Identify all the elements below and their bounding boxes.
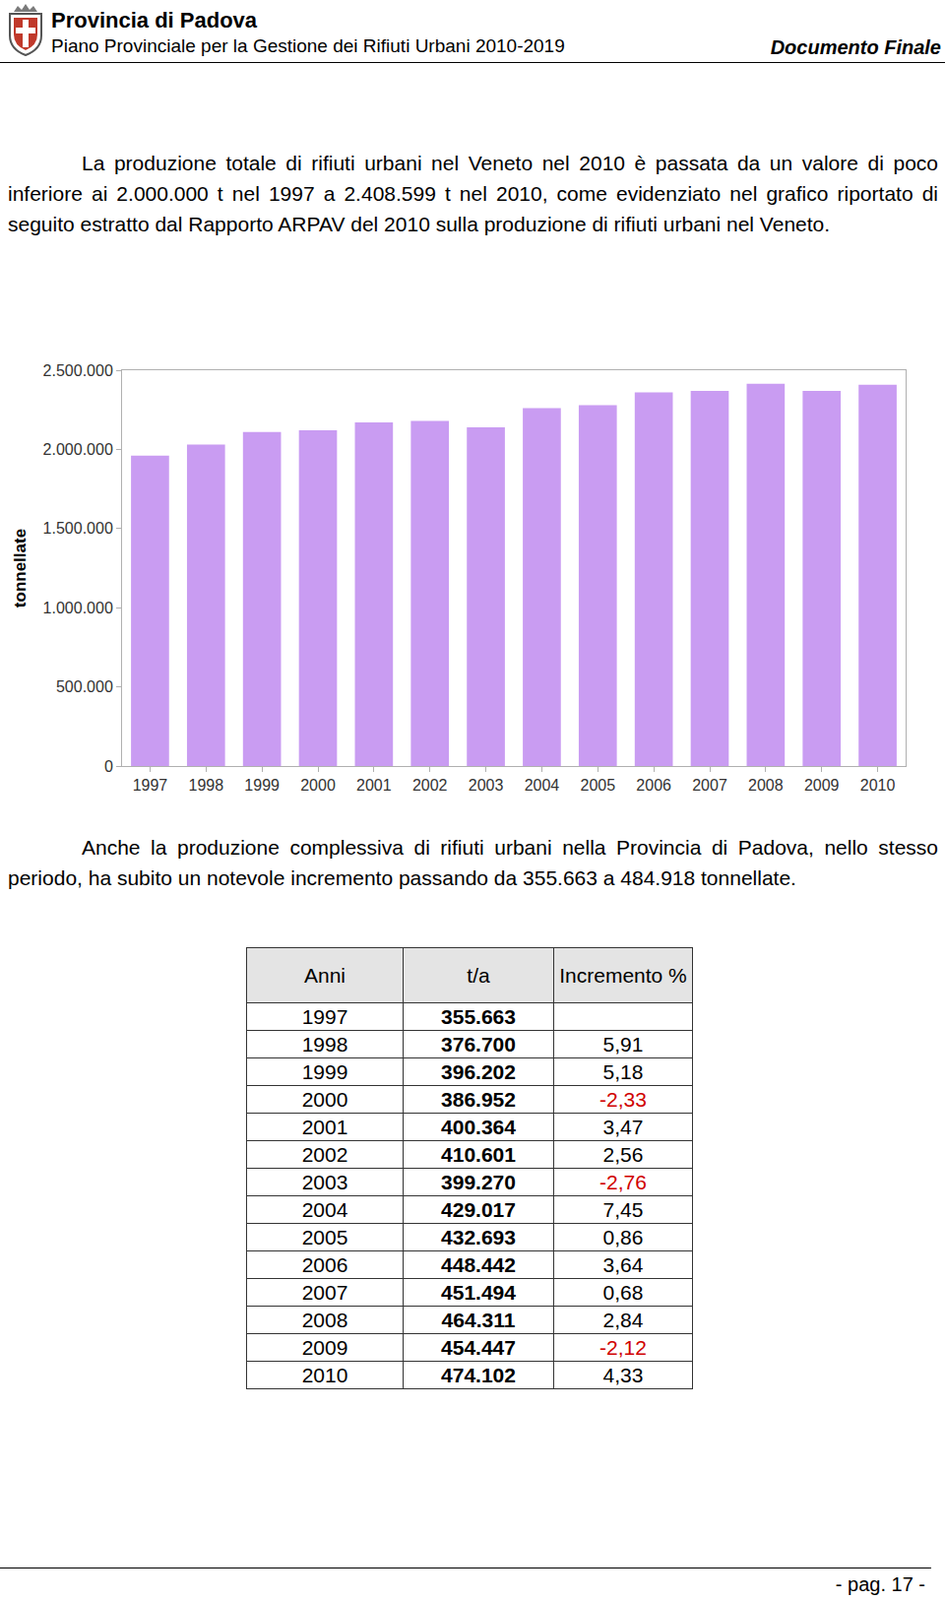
html-text:Documento Finale: Documento Finale: [770, 36, 942, 59]
html-text:1997: 1997: [301, 1004, 348, 1028]
html-text:- pag. 17 -: - pag. 17 -: [835, 1573, 926, 1595]
html-text:2002: 2002: [301, 1142, 348, 1166]
svg-text:2.000.000: 2.000.000: [43, 441, 114, 458]
svg-text:2003: 2003: [468, 776, 504, 794]
html-text:Provincia di Padova: Provincia di Padova: [51, 7, 258, 33]
html-text:429.017: 429.017: [441, 1197, 516, 1221]
svg-text:2.500.000: 2.500.000: [43, 362, 114, 379]
html-text:2000: 2000: [301, 1087, 348, 1110]
html-text:5,18: 5,18: [603, 1059, 644, 1083]
html-text:386.952: 386.952: [441, 1087, 516, 1110]
html-text:376.700: 376.700: [441, 1032, 516, 1055]
html-text:2,84: 2,84: [603, 1307, 644, 1331]
svg-text:2006: 2006: [635, 776, 672, 794]
html-text:2010: 2010: [301, 1362, 348, 1386]
svg-text:0: 0: [104, 757, 114, 775]
html-text:355.663: 355.663: [441, 1004, 516, 1028]
svg-text:tonnellate: tonnellate: [10, 528, 30, 608]
svg-text:2010: 2010: [860, 776, 896, 794]
html-text:t/a: t/a: [466, 963, 490, 986]
html-text:410.601: 410.601: [441, 1142, 516, 1166]
html-text:2006: 2006: [301, 1252, 348, 1276]
html-text:La produzione totale di rifiut: La produzione totale di rifiuti urbani n…: [7, 151, 939, 236]
svg-text:2001: 2001: [356, 776, 392, 794]
html-text:432.693: 432.693: [441, 1225, 516, 1248]
html-text:2,56: 2,56: [603, 1142, 644, 1166]
html-text:3,64: 3,64: [603, 1252, 644, 1276]
html-text:-2,76: -2,76: [599, 1169, 647, 1193]
html-text:2001: 2001: [301, 1114, 348, 1138]
html-text:448.442: 448.442: [441, 1252, 516, 1276]
html-text:-2,33: -2,33: [599, 1087, 647, 1110]
svg-text:2000: 2000: [300, 776, 336, 794]
html-text:5,91: 5,91: [603, 1032, 644, 1055]
html-text:0,68: 0,68: [603, 1280, 644, 1303]
html-text:1999: 1999: [301, 1059, 348, 1083]
svg-text:2007: 2007: [692, 776, 728, 794]
html-text:0,86: 0,86: [603, 1225, 644, 1248]
html-text:464.311: 464.311: [441, 1307, 516, 1331]
html-text:Incremento %: Incremento %: [559, 963, 687, 986]
html-text:474.102: 474.102: [441, 1362, 516, 1386]
html-text:2003: 2003: [301, 1169, 348, 1193]
svg-text:2009: 2009: [804, 776, 840, 794]
html-text:2009: 2009: [301, 1335, 348, 1358]
svg-text:1998: 1998: [188, 776, 224, 794]
html-text:2004: 2004: [301, 1197, 348, 1221]
svg-text:2005: 2005: [579, 776, 616, 794]
svg-text:500.000: 500.000: [56, 678, 114, 695]
html-text:400.364: 400.364: [441, 1114, 516, 1138]
html-text:7,45: 7,45: [603, 1197, 644, 1221]
html-text:399.270: 399.270: [441, 1169, 516, 1193]
html-text:451.494: 451.494: [441, 1280, 516, 1303]
html-text:2008: 2008: [301, 1307, 348, 1331]
html-text:Anche la produzione complessiv: Anche la produzione complessiva di rifiu…: [7, 835, 939, 889]
svg-text:1999: 1999: [244, 776, 280, 794]
svg-text:1.000.000: 1.000.000: [43, 599, 114, 617]
html-text:2007: 2007: [301, 1280, 348, 1303]
svg-text:2008: 2008: [748, 776, 784, 794]
svg-text:1.500.000: 1.500.000: [43, 519, 114, 537]
html-text:Piano Provinciale per la Gesti: Piano Provinciale per la Gestione dei Ri…: [51, 35, 565, 57]
html-text:Anni: Anni: [304, 963, 346, 986]
html-text:4,33: 4,33: [603, 1362, 644, 1386]
svg-text:1997: 1997: [132, 776, 169, 794]
svg-text:2004: 2004: [524, 776, 561, 794]
html-text:454.447: 454.447: [441, 1335, 516, 1358]
svg-text:2002: 2002: [412, 776, 448, 794]
html-text:-2,12: -2,12: [599, 1335, 647, 1358]
html-text:3,47: 3,47: [603, 1114, 644, 1138]
html-text:1998: 1998: [301, 1032, 348, 1055]
html-text:2005: 2005: [301, 1225, 348, 1248]
html-text:396.202: 396.202: [441, 1059, 516, 1083]
